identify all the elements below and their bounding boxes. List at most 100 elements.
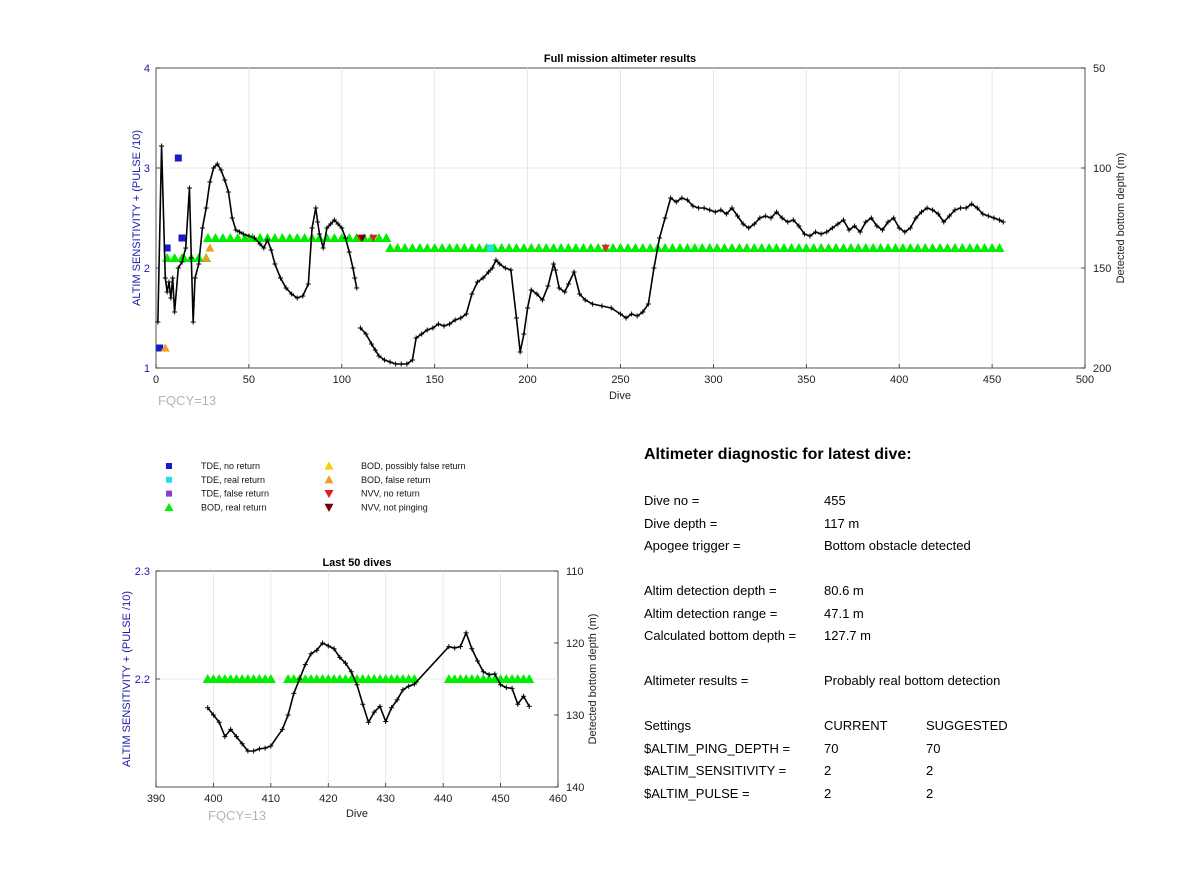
suggested-header: SUGGESTED	[926, 718, 1008, 733]
bottom-depth-point	[896, 225, 902, 231]
bottom-depth-point	[521, 693, 527, 699]
bottom-depth-point	[599, 303, 605, 309]
bottom-depth-point	[331, 646, 337, 652]
bottom-depth-point	[251, 235, 257, 241]
bottom-depth-point	[376, 353, 382, 359]
bottom-depth-point	[305, 281, 311, 287]
dive-no-row: Dive no = 455	[644, 490, 1064, 513]
bod-real-return-marker	[682, 243, 693, 252]
bottom-depth-point	[974, 205, 980, 211]
bod-real-return-marker	[429, 243, 440, 252]
tde-no-return-marker	[178, 234, 186, 242]
bod-real-return-marker	[437, 243, 448, 252]
bottom-depth-point	[222, 734, 228, 740]
bod-real-return-marker	[645, 243, 656, 252]
bottom-depth-point	[779, 215, 785, 221]
bottom-depth-point	[317, 231, 323, 237]
bottom-depth-point	[210, 712, 216, 718]
bottom-depth-point	[958, 205, 964, 211]
bottom-bottom-depth-line	[205, 630, 532, 754]
bod-false-return-marker	[160, 343, 170, 352]
bottom-depth-point	[508, 267, 514, 273]
bottom-depth-point	[475, 658, 481, 664]
bottom-depth-point	[387, 359, 393, 365]
bottom-depth-point	[324, 225, 330, 231]
bottom-depth-point	[222, 177, 228, 183]
bod-real-return-marker	[203, 233, 214, 242]
calculated-depth-label: Calculated bottom depth =	[644, 628, 797, 643]
bottom-depth-point	[521, 331, 527, 337]
bottom-depth-point	[186, 185, 192, 191]
bottom-depth-point	[363, 331, 369, 337]
bottom-depth-point	[233, 227, 239, 233]
bottom-depth-point	[684, 197, 690, 203]
y-tick-label-right: 50	[1093, 63, 1105, 75]
bottom-depth-point	[377, 703, 383, 709]
bottom-depth-point	[285, 712, 291, 718]
results-value: Probably real bottom detection	[824, 673, 1001, 688]
bod-real-return-marker	[689, 243, 700, 252]
top-fqcy-annotation: FQCY=13	[158, 393, 216, 408]
x-tick-label: 420	[319, 793, 337, 805]
bod-real-return-marker	[284, 233, 295, 242]
bottom-depth-point	[963, 205, 969, 211]
bod-real-return-marker	[518, 243, 529, 252]
legend-marker-square	[166, 476, 172, 483]
bottom-depth-point	[291, 690, 297, 696]
bottom-depth-point	[277, 275, 283, 281]
x-tick-label: 450	[491, 793, 509, 805]
bottom-depth-point	[155, 319, 161, 325]
bottom-fqcy-annotation: FQCY=13	[208, 808, 266, 823]
bottom-depth-point	[360, 701, 366, 707]
bottom-depth-point	[489, 265, 495, 271]
bottom-depth-point	[357, 325, 363, 331]
bod-real-return-marker	[593, 243, 604, 252]
legend-label: TDE, false return	[201, 489, 269, 499]
pulse-label: $ALTIM_PULSE =	[644, 785, 750, 801]
bod-real-return-marker	[823, 243, 834, 252]
bottom-depth-point	[268, 743, 274, 749]
bottom-depth-point	[835, 221, 841, 227]
bottom-depth-point	[469, 646, 475, 652]
bottom-depth-point	[723, 211, 729, 217]
bottom-depth-point	[985, 213, 991, 219]
legend: TDE, no return TDE, real return TDE, false…	[164, 461, 466, 512]
bottom-depth-point	[517, 349, 523, 355]
bottom-depth-point	[924, 205, 930, 211]
bottom-depth-point	[228, 726, 234, 732]
bottom-depth-point	[790, 217, 796, 223]
bod-real-return-marker	[299, 233, 310, 242]
pulse-current: 2	[824, 785, 832, 801]
bottom-depth-line	[157, 145, 358, 323]
bod-real-return-marker	[786, 243, 797, 252]
apogee-value: Bottom obstacle detected	[824, 538, 971, 553]
bottom-depth-point	[556, 285, 562, 291]
x-tick-label: 450	[983, 374, 1001, 386]
y-tick-label-left: 2	[144, 263, 150, 275]
bottom-depth-point	[785, 219, 791, 225]
bod-real-return-marker	[511, 243, 522, 252]
x-tick-label: 500	[1076, 374, 1094, 386]
bod-real-return-marker	[533, 243, 544, 252]
bottom-depth-point	[446, 644, 452, 650]
bod-real-return-marker	[942, 243, 953, 252]
bod-real-return-marker	[987, 243, 998, 252]
bottom-depth-point	[552, 267, 558, 273]
bottom-depth-point	[980, 211, 986, 217]
y-tick-label-right: 120	[566, 638, 584, 650]
bottom-depth-point	[718, 207, 724, 213]
y-tick-label-right: 140	[566, 782, 584, 794]
bod-real-return-marker	[838, 243, 849, 252]
results-label: Altimeter results =	[644, 673, 749, 688]
bottom-depth-point	[863, 219, 869, 225]
bottom-depth-point	[159, 143, 165, 149]
bottom-depth-point	[551, 261, 557, 267]
bottom-depth-point	[590, 301, 596, 307]
pulse-row: $ALTIM_PULSE = 2 2	[644, 783, 1064, 806]
bottom-depth-point	[498, 682, 504, 688]
bottom-depth-point	[469, 291, 475, 297]
bottom-depth-point	[350, 265, 356, 271]
bod-real-return-marker	[314, 233, 325, 242]
bottom-depth-point	[256, 746, 262, 752]
